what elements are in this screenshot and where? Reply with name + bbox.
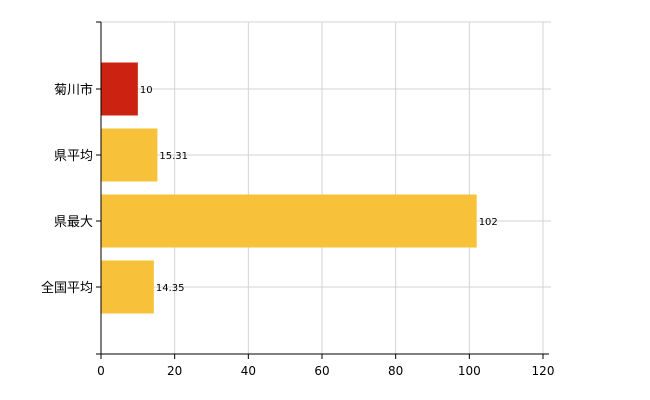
data-label: 102	[479, 217, 498, 228]
category-label: 全国平均	[41, 280, 93, 296]
axes	[96, 21, 549, 359]
x-tick-label: 40	[241, 364, 256, 378]
bar	[101, 128, 158, 182]
data-label: 15.31	[159, 151, 188, 162]
category-label: 県最大	[54, 215, 93, 230]
bar	[101, 194, 477, 248]
x-tick-label: 20	[167, 364, 182, 378]
x-tick-label: 60	[314, 364, 329, 378]
x-tick-label: 120	[532, 364, 555, 378]
data-label: 10	[140, 85, 153, 96]
x-tick-label: 80	[388, 364, 403, 378]
category-label: 菊川市	[54, 82, 93, 98]
gridlines	[101, 21, 551, 354]
x-tick-label: 0	[97, 364, 105, 378]
bars	[101, 62, 477, 314]
bar	[101, 62, 138, 116]
category-label: 県平均	[54, 149, 93, 164]
data-label: 14.35	[156, 283, 185, 294]
x-tick-label: 100	[458, 364, 481, 378]
bar	[101, 260, 154, 314]
